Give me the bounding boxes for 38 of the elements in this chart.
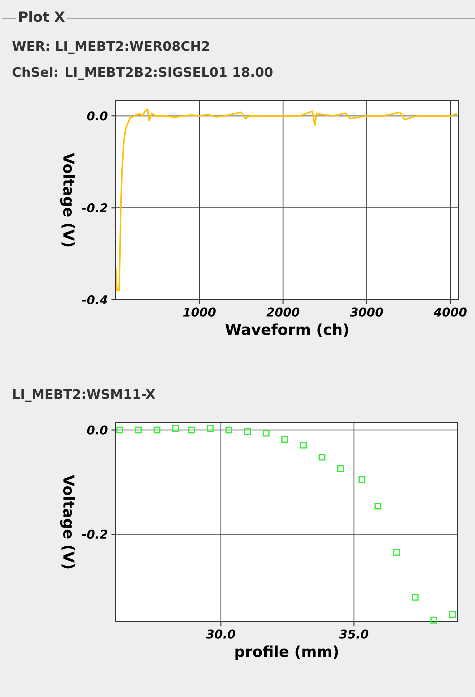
x-tick-label: 4000 xyxy=(434,308,467,317)
point xyxy=(300,442,307,449)
point xyxy=(116,426,124,434)
y-axis-title: Voltage (V) xyxy=(60,475,75,569)
point xyxy=(172,425,180,432)
x-axis-title: Waveform (ch) xyxy=(225,324,348,338)
point xyxy=(154,426,160,434)
y-tick-label: -0.2 xyxy=(82,204,108,213)
y-axis-title: Voltage (V) xyxy=(60,153,75,247)
point xyxy=(188,426,196,434)
text: ChSel: LI_MEBT2B2:SIGSEL01 18.00 xyxy=(12,67,273,80)
point xyxy=(225,426,232,434)
point xyxy=(393,549,400,556)
x-tick-label: 1000 xyxy=(183,308,216,317)
y-tick-label: -0.2 xyxy=(82,530,108,540)
point xyxy=(374,502,382,510)
point xyxy=(206,425,214,432)
y-tick-label: 0.0 xyxy=(87,426,108,435)
x-tick-label: 3000 xyxy=(350,308,384,317)
chart-title: Plot X xyxy=(19,11,65,22)
point xyxy=(358,476,366,484)
x-tick-label: 30.0 xyxy=(206,630,236,639)
point xyxy=(134,426,142,434)
point xyxy=(281,436,288,444)
point xyxy=(244,428,251,436)
y-tick-label: 0.0 xyxy=(87,112,108,121)
point xyxy=(337,465,344,472)
point xyxy=(412,594,419,601)
chart-title: LI_MEBT2:WSM11-X xyxy=(13,389,156,402)
x-tick-label: 35.0 xyxy=(339,630,368,639)
point xyxy=(262,430,270,437)
x-tick-label: 2000 xyxy=(266,308,300,317)
point xyxy=(318,454,326,461)
point xyxy=(430,617,438,624)
text: WER: LI_MEBT2:WER08CH2 xyxy=(12,41,210,54)
y-tick-label: -0.4 xyxy=(82,295,108,305)
x-axis-title: profile (mm) xyxy=(235,646,338,660)
point xyxy=(449,611,456,618)
